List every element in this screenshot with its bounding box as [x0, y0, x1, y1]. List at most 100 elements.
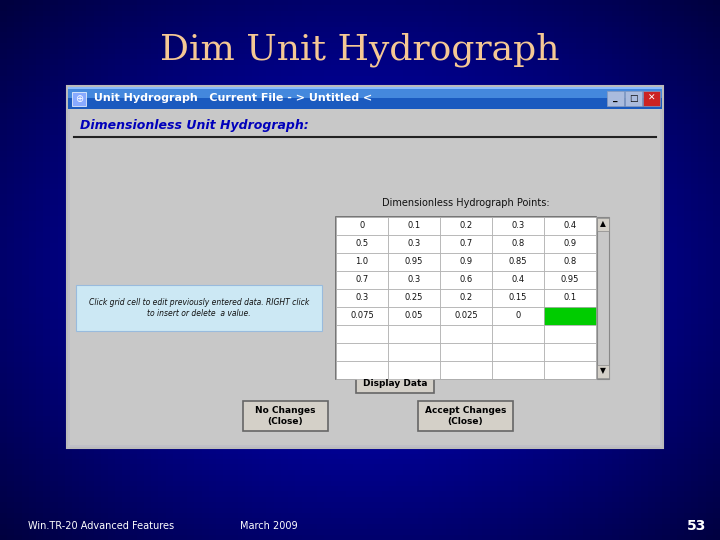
Bar	[597, 218, 609, 231]
Bar	[70, 109, 660, 445]
Text: ▼: ▼	[600, 367, 606, 375]
Text: 0.2: 0.2	[459, 221, 472, 231]
Bar	[492, 361, 544, 379]
Bar	[597, 217, 609, 379]
Text: 0.85: 0.85	[509, 258, 527, 267]
Text: Dim Unit Hydrograph: Dim Unit Hydrograph	[161, 33, 559, 68]
Bar	[492, 253, 544, 271]
Bar	[544, 343, 596, 361]
Bar	[492, 271, 544, 289]
Bar	[336, 325, 388, 343]
Text: 1.0: 1.0	[356, 258, 369, 267]
Bar	[72, 92, 86, 106]
Bar	[544, 253, 596, 271]
Bar	[492, 307, 544, 325]
Bar	[336, 217, 388, 235]
Bar	[607, 91, 624, 106]
Bar	[388, 325, 440, 343]
Text: 0.1: 0.1	[564, 294, 577, 302]
Text: 0.8: 0.8	[511, 240, 525, 248]
Text: 0.05: 0.05	[405, 312, 423, 321]
Bar	[440, 235, 492, 253]
Bar	[440, 307, 492, 325]
Bar	[544, 325, 596, 343]
Text: 0.3: 0.3	[408, 240, 420, 248]
Text: 0.95: 0.95	[561, 275, 579, 285]
Bar	[440, 361, 492, 379]
Text: Accept Changes
(Close): Accept Changes (Close)	[425, 406, 506, 426]
Bar	[440, 253, 492, 271]
Text: Click grid cell to edit previously entered data. RIGHT click
to insert or delete: Click grid cell to edit previously enter…	[89, 298, 309, 318]
Text: 0.4: 0.4	[511, 275, 525, 285]
Bar	[388, 253, 440, 271]
Text: 0.5: 0.5	[356, 240, 369, 248]
Text: No Changes
(Close): No Changes (Close)	[256, 406, 316, 426]
Bar	[544, 307, 596, 325]
Text: Dimensionless Unit Hydrograph:: Dimensionless Unit Hydrograph:	[80, 118, 309, 132]
Text: 0.3: 0.3	[511, 221, 525, 231]
Bar	[492, 217, 544, 235]
Bar	[68, 87, 662, 89]
Bar	[418, 401, 513, 431]
Text: 0.3: 0.3	[408, 275, 420, 285]
Text: 0.2: 0.2	[459, 294, 472, 302]
Bar	[336, 361, 388, 379]
Text: 0.025: 0.025	[454, 312, 478, 321]
Text: 0.9: 0.9	[564, 240, 577, 248]
Text: 0.7: 0.7	[356, 275, 369, 285]
Text: ⊕: ⊕	[75, 94, 83, 104]
Bar	[440, 325, 492, 343]
Bar	[440, 217, 492, 235]
Text: 0.15: 0.15	[509, 294, 527, 302]
Text: 0: 0	[359, 221, 364, 231]
Bar	[388, 343, 440, 361]
Text: 53: 53	[687, 519, 706, 533]
Text: 0.8: 0.8	[563, 258, 577, 267]
Text: _: _	[613, 94, 618, 103]
Bar	[68, 87, 662, 98]
Bar	[243, 401, 328, 431]
Text: 0: 0	[516, 312, 521, 321]
Bar	[440, 343, 492, 361]
Bar	[625, 91, 642, 106]
Bar	[388, 217, 440, 235]
Text: 0.25: 0.25	[405, 294, 423, 302]
Bar	[356, 373, 434, 393]
Bar	[68, 87, 662, 447]
Bar	[643, 91, 660, 106]
Bar	[440, 271, 492, 289]
Bar	[336, 217, 596, 379]
Bar	[336, 271, 388, 289]
Bar	[440, 289, 492, 307]
Bar	[492, 289, 544, 307]
Text: 0.3: 0.3	[356, 294, 369, 302]
Bar	[76, 285, 322, 331]
Bar	[544, 217, 596, 235]
Bar	[492, 325, 544, 343]
Bar	[544, 361, 596, 379]
Bar	[597, 365, 609, 378]
Text: Display Data: Display Data	[363, 379, 427, 388]
Text: 0.4: 0.4	[564, 221, 577, 231]
Bar	[336, 307, 388, 325]
Text: 0.1: 0.1	[408, 221, 420, 231]
Bar	[336, 235, 388, 253]
Bar	[492, 235, 544, 253]
Bar	[492, 343, 544, 361]
Text: 0.075: 0.075	[350, 312, 374, 321]
Text: 0.9: 0.9	[459, 258, 472, 267]
Bar	[336, 289, 388, 307]
Text: Dimensionless Hydrograph Points:: Dimensionless Hydrograph Points:	[382, 198, 550, 208]
Bar	[388, 271, 440, 289]
Bar	[544, 289, 596, 307]
Text: ✕: ✕	[648, 94, 655, 103]
Bar	[544, 235, 596, 253]
Bar	[388, 307, 440, 325]
Text: March 2009: March 2009	[240, 521, 297, 531]
Text: ▲: ▲	[600, 219, 606, 228]
Text: 0.95: 0.95	[405, 258, 423, 267]
Bar	[544, 271, 596, 289]
Text: 0.6: 0.6	[459, 275, 472, 285]
Bar	[388, 235, 440, 253]
Bar	[67, 86, 663, 448]
